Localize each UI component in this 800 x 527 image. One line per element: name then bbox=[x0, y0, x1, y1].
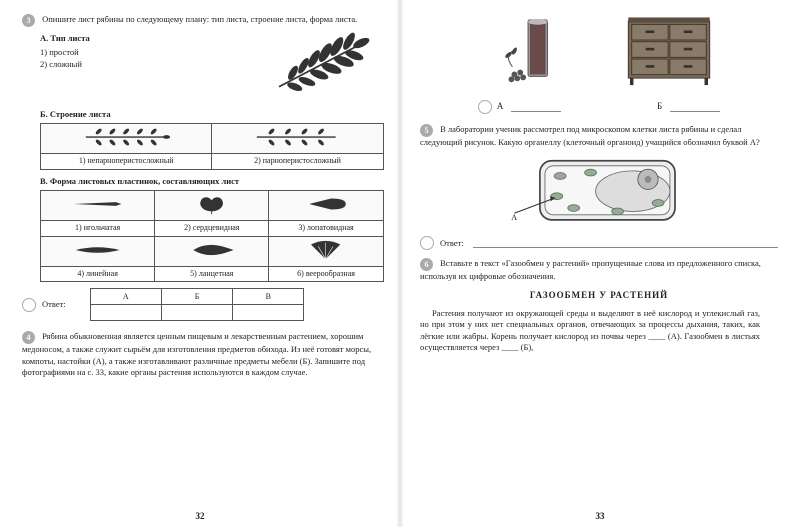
photo-label-a-text: А bbox=[497, 101, 504, 113]
page-left: 3 Опишите лист рябины по следующему план… bbox=[0, 0, 400, 527]
photo-b-line[interactable] bbox=[670, 102, 720, 112]
q3-b-table: 1) непарноперистосложный 2) парноперисто… bbox=[40, 123, 384, 170]
q3-text: Опишите лист рябины по следующему плану:… bbox=[42, 14, 357, 24]
q3-section-c-head: В. Форма листовых пластинок, составляющи… bbox=[40, 176, 380, 187]
photo-labels-row: А Б bbox=[420, 98, 778, 114]
q3-ans-hC: В bbox=[233, 289, 304, 305]
page-number-right: 33 bbox=[596, 511, 605, 523]
book-spread: 3 Опишите лист рябины по следующему план… bbox=[0, 0, 800, 527]
q3-c-cell2: 2) сердцевидная bbox=[155, 221, 269, 236]
q6-text: Вставьте в текст «Газообмен у растений» … bbox=[420, 258, 761, 281]
q3-c-img2 bbox=[155, 190, 269, 220]
photo-a-label: А bbox=[478, 100, 562, 114]
photo-label-b-text: Б bbox=[657, 101, 662, 113]
page-number-left: 32 bbox=[196, 511, 205, 523]
rowan-leaf-figure bbox=[266, 29, 376, 99]
q4-text: Рябина обыкновенная является ценным пище… bbox=[22, 331, 371, 377]
question-4: 4 Рябина обыкновенная является ценным пи… bbox=[22, 331, 380, 378]
q5-answer-row: Ответ: bbox=[420, 236, 778, 250]
photo-b-dresser bbox=[619, 14, 719, 92]
q3-c-img3 bbox=[269, 190, 383, 220]
photo-a-drink bbox=[479, 14, 579, 92]
q6-title: ГАЗООБМЕН У РАСТЕНИЙ bbox=[420, 290, 778, 302]
q3-c-cell4: 4) линейная bbox=[41, 267, 155, 282]
plant-cell-figure: А bbox=[499, 154, 699, 230]
q5-answer-line[interactable] bbox=[473, 238, 778, 248]
q3-b-cell2: 2) парноперистосложный bbox=[212, 154, 383, 169]
q3-b-cell1: 1) непарноперистосложный bbox=[41, 154, 212, 169]
photo-a-circle[interactable] bbox=[478, 100, 492, 114]
q5-answer-label: Ответ: bbox=[440, 238, 464, 249]
q3-ans-b[interactable] bbox=[161, 305, 232, 321]
photos-row bbox=[420, 14, 778, 92]
q3-c-cell3: 3) лопатовидная bbox=[269, 221, 383, 236]
q3-ans-a[interactable] bbox=[90, 305, 161, 321]
q5-answer-circle[interactable] bbox=[420, 236, 434, 250]
photo-a-line[interactable] bbox=[511, 102, 561, 112]
q3-c-img4 bbox=[41, 236, 155, 266]
q3-c-cell1: 1) игольчатая bbox=[41, 221, 155, 236]
q4-number-badge: 4 bbox=[22, 331, 35, 344]
q3-b-img1 bbox=[41, 124, 212, 154]
q3-answer-table: А Б В bbox=[90, 288, 305, 321]
q3-c-table: 1) игольчатая 2) сердцевидная 3) лопатов… bbox=[40, 190, 384, 283]
q3-answer-label: Ответ: bbox=[42, 299, 66, 310]
q6-number-badge: 6 bbox=[420, 258, 433, 271]
q3-c-cell5: 5) ланцетная bbox=[155, 267, 269, 282]
q3-number-badge: 3 bbox=[22, 14, 35, 27]
q3-c-img1 bbox=[41, 190, 155, 220]
question-6: 6 Вставьте в текст «Газообмен у растений… bbox=[420, 258, 778, 354]
q5-number-badge: 5 bbox=[420, 124, 433, 137]
question-3: 3 Опишите лист рябины по следующему план… bbox=[22, 14, 380, 323]
q5-text: В лаборатории ученик рассмотрел под микр… bbox=[420, 124, 760, 147]
q3-section-b-head: Б. Строение листа bbox=[40, 109, 380, 120]
q3-b-img2 bbox=[212, 124, 383, 154]
q6-body: Растения получают из окружающей среды и … bbox=[420, 308, 760, 354]
cell-arrow-label: А bbox=[511, 212, 518, 222]
q3-c-cell6: 6) веерообразная bbox=[269, 267, 383, 282]
photo-b-label: Б bbox=[657, 100, 720, 114]
page-right: А Б 5 В лаборатории ученик рассмотрел по… bbox=[400, 0, 800, 527]
q3-answer-circle[interactable] bbox=[22, 298, 36, 312]
spread-gutter bbox=[397, 0, 403, 527]
q3-ans-hA: А bbox=[90, 289, 161, 305]
question-5: 5 В лаборатории ученик рассмотрел под ми… bbox=[420, 124, 778, 250]
q3-answer-row: Ответ: А Б В bbox=[22, 286, 380, 323]
q3-ans-hB: Б bbox=[161, 289, 232, 305]
q3-c-img6 bbox=[269, 236, 383, 266]
q3-c-img5 bbox=[155, 236, 269, 266]
q3-ans-c[interactable] bbox=[233, 305, 304, 321]
